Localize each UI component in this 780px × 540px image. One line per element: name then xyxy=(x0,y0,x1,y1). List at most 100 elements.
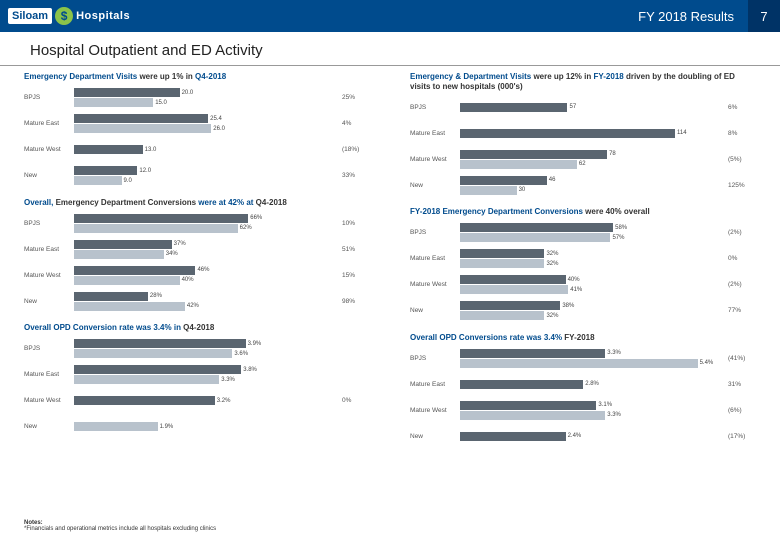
pct-change: 4% xyxy=(338,120,370,127)
chart-bl: Overall OPD Conversion rate was 3.4% in … xyxy=(24,323,370,439)
pct-change: 125% xyxy=(724,182,756,189)
bar: 57% xyxy=(460,233,610,242)
bar: 32% xyxy=(460,249,544,258)
bar: 32% xyxy=(460,311,544,320)
bar-value: 30 xyxy=(517,187,526,193)
bar-value: 46% xyxy=(195,267,209,273)
bars-area: 13.0 xyxy=(74,138,338,162)
chart-row: Mature West7862(5%) xyxy=(410,147,756,171)
bar: 58% xyxy=(460,223,613,232)
row-label: Mature West xyxy=(410,407,460,414)
pct-change: 0% xyxy=(724,255,756,262)
bar: 28% xyxy=(74,292,148,301)
bar: 9.0 xyxy=(74,176,122,185)
bar: 62% xyxy=(74,224,238,233)
bar: 114 xyxy=(460,129,675,138)
chart-row: BPJS66%62%10% xyxy=(24,211,370,235)
pct-change: 33% xyxy=(338,172,370,179)
bar-value: 34% xyxy=(164,251,178,257)
row-label: Mature West xyxy=(410,281,460,288)
bar-value: 26.0 xyxy=(211,126,225,132)
bar: 3.3% xyxy=(460,411,605,420)
bar: 3.3% xyxy=(460,349,605,358)
bars-area: 38%32% xyxy=(460,299,724,323)
bars-area: 57 xyxy=(460,95,724,119)
pct-change: 51% xyxy=(338,246,370,253)
row-label: Mature East xyxy=(24,120,74,127)
bar: 46 xyxy=(460,176,547,185)
bars-area: 40%41% xyxy=(460,273,724,297)
bars-area: 3.8%3.3% xyxy=(74,363,338,387)
chart-br-title: Overall OPD Conversions rate was 3.4% FY… xyxy=(410,333,756,343)
bar: 46% xyxy=(74,266,195,275)
row-label: BPJS xyxy=(24,220,74,227)
row-label: New xyxy=(410,182,460,189)
bar-value: 9.0 xyxy=(122,178,132,184)
bar-value: 58% xyxy=(613,225,627,231)
bar-value: 40% xyxy=(180,277,194,283)
bar: 25.4 xyxy=(74,114,208,123)
pct-change: 98% xyxy=(338,298,370,305)
row-label: New xyxy=(410,307,460,314)
pct-change: 10% xyxy=(338,220,370,227)
bar: 30 xyxy=(460,186,517,195)
bar-value: 5.4% xyxy=(698,360,714,366)
bar: 32% xyxy=(460,259,544,268)
bars-area: 3.1%3.3% xyxy=(460,398,724,422)
bar: 62 xyxy=(460,160,577,169)
row-label: Mature East xyxy=(24,246,74,253)
chart-row: BPJS3.3%5.4%(41%) xyxy=(410,346,756,370)
bar: 12.0 xyxy=(74,166,137,175)
chart-br: Overall OPD Conversions rate was 3.4% FY… xyxy=(410,333,756,449)
pct-change: 77% xyxy=(724,307,756,314)
logo-symbol-icon: $ xyxy=(55,7,73,25)
row-label: Mature East xyxy=(410,255,460,262)
pct-change: 8% xyxy=(724,130,756,137)
bar-value: 15.0 xyxy=(153,100,167,106)
bar: 3.6% xyxy=(74,349,232,358)
bars-area: 66%62% xyxy=(74,211,338,235)
bars-area: 4630 xyxy=(460,173,724,197)
bar-value: 42% xyxy=(185,303,199,309)
pct-change: (6%) xyxy=(724,407,756,414)
bars-area: 7862 xyxy=(460,147,724,171)
bar-value: 114 xyxy=(675,130,687,136)
bar: 66% xyxy=(74,214,248,223)
pct-change: (17%) xyxy=(724,433,756,440)
row-label: New xyxy=(24,423,74,430)
header-bar: Siloam $ Hospitals FY 2018 Results 7 xyxy=(0,0,780,32)
row-label: BPJS xyxy=(410,229,460,236)
bar-value: 1.9% xyxy=(158,424,174,430)
header-spacer xyxy=(200,0,624,32)
bar-value: 12.0 xyxy=(137,168,151,174)
bar: 2.8% xyxy=(460,380,583,389)
row-label: Mature West xyxy=(24,272,74,279)
pct-change: (5%) xyxy=(724,156,756,163)
bar: 3.1% xyxy=(460,401,596,410)
bar: 38% xyxy=(460,301,560,310)
bar: 34% xyxy=(74,250,164,259)
row-label: Mature East xyxy=(410,381,460,388)
bar-value: 20.0 xyxy=(180,90,194,96)
left-column: Emergency Department Visits were up 1% i… xyxy=(24,72,370,458)
bar: 5.4% xyxy=(460,359,698,368)
bar-value: 28% xyxy=(148,293,162,299)
bar-value: 32% xyxy=(544,313,558,319)
bars-area: 37%34% xyxy=(74,237,338,261)
header-title: FY 2018 Results xyxy=(624,0,748,32)
row-label: BPJS xyxy=(24,94,74,101)
bar-value: 57% xyxy=(610,235,624,241)
pct-change: (2%) xyxy=(724,281,756,288)
chart-ml-title: Overall, Emergency Department Conversion… xyxy=(24,198,370,208)
chart-row: Mature West3.1%3.3%(6%) xyxy=(410,398,756,422)
bars-area: 1.9% xyxy=(74,415,338,439)
chart-mr-title: FY-2018 Emergency Department Conversions… xyxy=(410,207,756,217)
bars-area: 28% 42% xyxy=(74,289,338,313)
chart-tr-title: Emergency & Department Visits were up 12… xyxy=(410,72,756,91)
bar-value: 46 xyxy=(547,177,556,183)
pct-change: 31% xyxy=(724,381,756,388)
chart-row: Mature West40%41%(2%) xyxy=(410,273,756,297)
chart-ml: Overall, Emergency Department Conversion… xyxy=(24,198,370,314)
logo-text-right: Hospitals xyxy=(76,10,130,22)
bar-value: 13.0 xyxy=(143,147,157,153)
